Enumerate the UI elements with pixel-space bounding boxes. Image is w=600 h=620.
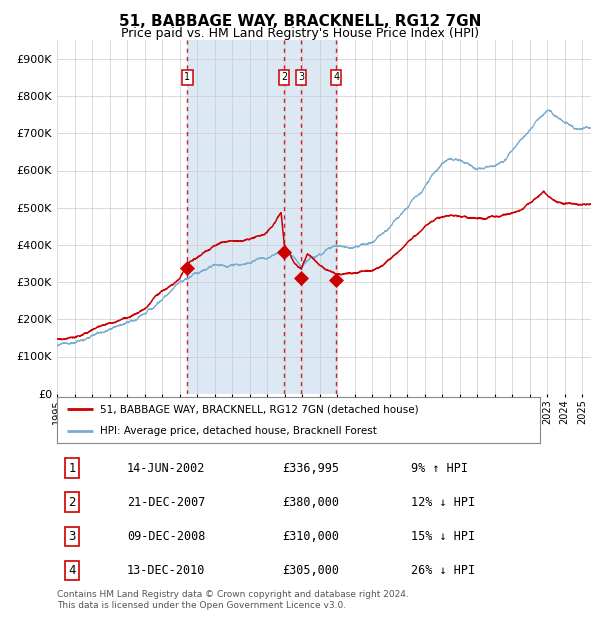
Text: 14-JUN-2002: 14-JUN-2002 (127, 461, 205, 474)
Text: £380,000: £380,000 (283, 496, 340, 508)
Text: 26% ↓ HPI: 26% ↓ HPI (412, 564, 476, 577)
Text: 3: 3 (298, 73, 304, 82)
Text: 15% ↓ HPI: 15% ↓ HPI (412, 530, 476, 543)
Text: £305,000: £305,000 (283, 564, 340, 577)
Text: Contains HM Land Registry data © Crown copyright and database right 2024.
This d: Contains HM Land Registry data © Crown c… (57, 590, 409, 609)
Text: 9% ↑ HPI: 9% ↑ HPI (412, 461, 469, 474)
Text: HPI: Average price, detached house, Bracknell Forest: HPI: Average price, detached house, Brac… (100, 426, 377, 436)
Text: 2: 2 (68, 496, 76, 508)
Text: 2: 2 (281, 73, 287, 82)
Text: 13-DEC-2010: 13-DEC-2010 (127, 564, 205, 577)
Text: 3: 3 (68, 530, 76, 543)
Text: 51, BABBAGE WAY, BRACKNELL, RG12 7GN: 51, BABBAGE WAY, BRACKNELL, RG12 7GN (119, 14, 481, 29)
Text: £336,995: £336,995 (283, 461, 340, 474)
Text: 09-DEC-2008: 09-DEC-2008 (127, 530, 205, 543)
Text: 4: 4 (333, 73, 340, 82)
Text: 1: 1 (68, 461, 76, 474)
Text: 1: 1 (184, 73, 190, 82)
Text: 21-DEC-2007: 21-DEC-2007 (127, 496, 205, 508)
Text: 12% ↓ HPI: 12% ↓ HPI (412, 496, 476, 508)
Bar (187, 40, 336, 394)
Text: 4: 4 (68, 564, 76, 577)
Text: Price paid vs. HM Land Registry's House Price Index (HPI): Price paid vs. HM Land Registry's House … (121, 27, 479, 40)
Text: 51, BABBAGE WAY, BRACKNELL, RG12 7GN (detached house): 51, BABBAGE WAY, BRACKNELL, RG12 7GN (de… (100, 404, 419, 414)
Text: £310,000: £310,000 (283, 530, 340, 543)
